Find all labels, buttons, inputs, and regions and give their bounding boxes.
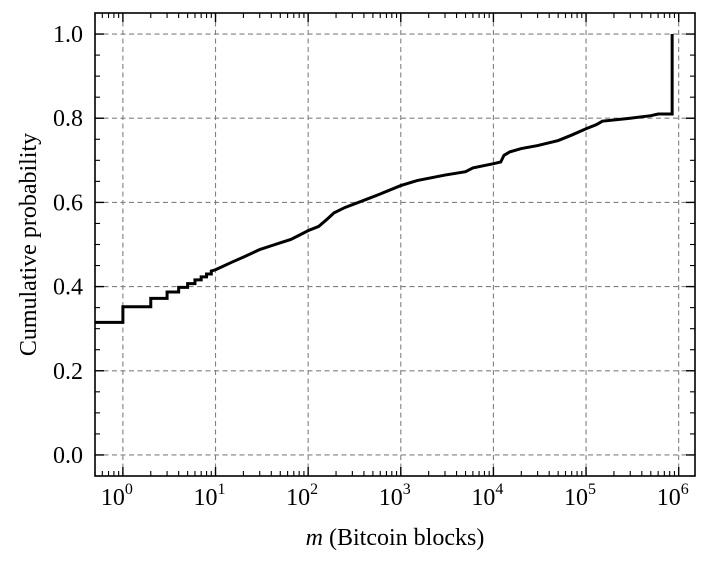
x-tick-exponent: 5 [588,481,596,498]
major-ticks [95,13,695,476]
x-tick-label: 101 [194,481,226,511]
y-tick-label: 0.0 [53,443,83,469]
grid-lines [95,13,695,476]
x-tick-exponent: 1 [218,481,226,498]
x-tick-base: 10 [379,485,403,511]
x-axis-label: m (Bitcoin blocks) [306,525,485,551]
x-tick-exponent: 2 [310,481,318,498]
x-tick-base: 10 [194,485,218,511]
x-tick-label: 105 [564,481,596,511]
minor-ticks [94,12,695,477]
x-tick-label: 100 [101,481,133,511]
y-tick-label: 1.0 [53,22,83,48]
x-tick-label: 106 [657,481,689,511]
x-tick-exponent: 3 [403,481,411,498]
x-tick-label: 104 [471,481,503,511]
x-tick-label: 103 [379,481,411,511]
x-tick-exponent: 4 [495,481,503,498]
y-tick-label: 0.2 [53,359,83,385]
x-tick-base: 10 [564,485,588,511]
y-tick-label: 0.6 [53,190,83,216]
x-tick-exponent: 6 [681,481,689,498]
x-tick-base: 10 [657,485,681,511]
x-tick-base: 10 [101,485,125,511]
y-tick-label: 0.8 [53,106,83,132]
x-tick-labels: 100 101 102 103 104 105 106 [101,481,689,511]
cdf-line [95,34,674,324]
y-tick-labels: 0.0 0.2 0.4 0.6 0.8 1.0 [53,22,83,469]
y-tick-label: 0.4 [53,275,83,301]
plot-frame [94,12,696,477]
y-axis-label: Cumulative probability [16,133,42,356]
x-tick-exponent: 0 [125,481,133,498]
series-layer [95,34,674,324]
x-tick-base: 10 [471,485,495,511]
x-tick-label: 102 [286,481,318,511]
x-axis-label-variable: m [306,525,323,551]
x-tick-base: 10 [286,485,310,511]
x-axis-label-text: (Bitcoin blocks) [323,525,484,551]
